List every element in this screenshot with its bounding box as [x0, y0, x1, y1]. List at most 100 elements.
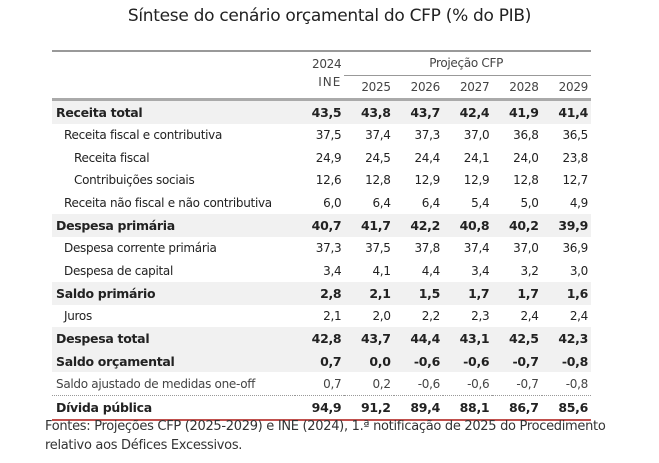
row-label: Saldo orçamental [52, 349, 295, 373]
row-value: 89,4 [393, 395, 443, 421]
row-value: 23,8 [562, 150, 588, 165]
row-value: 6,4 [421, 195, 440, 210]
row-value: 94,9 [295, 395, 345, 421]
row-label: Despesa de capital [64, 263, 174, 278]
row-value: -0,8 [541, 349, 591, 373]
table-row: Saldo ajustado de medidas one-off 0,7 0,2-… [52, 372, 591, 396]
row-value: 42,2 [393, 214, 443, 237]
row-label: Receita não fiscal e não contributiva [64, 195, 272, 210]
row-value: 40,2 [492, 214, 542, 237]
row-value: 2,4 [520, 308, 539, 323]
table-row: Despesa primária 40,7 41,7 42,2 40,8 40,2 39,9 [52, 214, 591, 237]
header-year: 2025 [344, 75, 394, 102]
row-value: -0,6 [442, 349, 493, 373]
row-value: 37,0 [463, 128, 490, 143]
row-label: Receita total [52, 99, 295, 124]
header-year: 2028 [492, 75, 542, 102]
row-value: 39,9 [541, 214, 591, 237]
row-value: 37,0 [513, 241, 539, 256]
table-row: Saldo orçamental 0,7 0,0 -0,6 -0,6 -0,7 -0,8 [52, 349, 591, 373]
row-label: Juros [64, 308, 92, 323]
row-value: -0,6 [393, 349, 443, 373]
header-row-2: INE 2025 2026 2027 2028 2029 [52, 75, 591, 102]
row-value: 1,6 [541, 281, 591, 305]
title-main: Síntese do cenário orçamental do CFP [127, 6, 441, 26]
row-value: 40,7 [295, 214, 345, 237]
row-value: 1,7 [442, 281, 493, 305]
row-value: 2,1 [323, 308, 342, 323]
row-value: 40,8 [442, 214, 493, 237]
row-value: 0,0 [344, 349, 394, 373]
row-value: 24,5 [365, 150, 391, 165]
row-value: 6,0 [323, 195, 342, 210]
source-note: Fontes: Projeções CFP (2025-2029) e INE … [45, 419, 606, 453]
row-value: 91,2 [344, 395, 394, 421]
row-value: 4,1 [372, 263, 391, 278]
row-label: Despesa primária [52, 214, 295, 237]
row-value: 37,4 [463, 241, 490, 256]
row-value: -0,6 [442, 372, 493, 396]
row-label: Receita fiscal e contributiva [64, 128, 223, 143]
row-value: 43,7 [344, 327, 394, 350]
row-label: Contribuições sociais [74, 173, 195, 188]
row-value: 3,4 [323, 263, 342, 278]
row-value: 42,3 [541, 327, 591, 350]
row-value: 12,6 [315, 173, 342, 188]
table-row: Despesa total 42,8 43,7 44,4 43,1 42,5 42,3 [52, 327, 591, 350]
row-value: 1,7 [492, 281, 542, 305]
table-row: Dívida pública 94,9 91,2 89,4 88,1 86,7 85,6 [52, 395, 591, 421]
row-value: 43,1 [442, 327, 493, 350]
row-value: 12,8 [365, 173, 391, 188]
row-value: 5,4 [471, 195, 490, 210]
row-value: 42,8 [295, 327, 345, 350]
row-value: -0,7 [492, 349, 542, 373]
row-value: 6,4 [372, 195, 391, 210]
row-label: Receita fiscal [74, 150, 150, 165]
header-year: 2027 [442, 75, 493, 102]
row-label: Dívida pública [52, 395, 295, 421]
row-label: Saldo ajustado de medidas one-off [52, 372, 295, 396]
row-label: Saldo primário [52, 281, 295, 305]
title-unit: (% do PIB) [445, 6, 532, 26]
row-value: 43,5 [295, 99, 345, 124]
header-ine: INE [295, 75, 345, 102]
header-2024: 2024 [295, 49, 345, 76]
row-value: 24,1 [463, 150, 490, 165]
row-value: 12,9 [463, 173, 490, 188]
row-value: 12,7 [562, 173, 588, 188]
header-row-1: 2024 Projeção CFP [52, 49, 591, 76]
row-value: 3,4 [471, 263, 490, 278]
row-value: 43,7 [393, 99, 443, 124]
row-value: 0,7 [295, 372, 345, 396]
table-row: Receita não fiscal e não contributiva 6,0… [52, 192, 591, 215]
row-value: 41,7 [344, 214, 394, 237]
row-value: 85,6 [541, 395, 591, 421]
row-value: -0,6 [393, 372, 443, 396]
row-value: 41,4 [541, 99, 591, 124]
row-value: 24,4 [414, 150, 440, 165]
row-value: 0,2 [344, 372, 394, 396]
table-row: Despesa corrente primária 37,3 37,5 37,8 37,… [52, 237, 591, 260]
row-value: 37,4 [365, 128, 391, 143]
header-year: 2029 [541, 75, 591, 102]
row-value: 12,8 [513, 173, 539, 188]
row-value: 42,4 [442, 99, 493, 124]
row-value: 36,5 [562, 128, 588, 143]
row-value: 2,0 [372, 308, 391, 323]
table-row: Receita fiscal 24,9 24,5 24,4 24,1 24,0 23,8 [52, 146, 591, 169]
row-value: 3,2 [520, 263, 539, 278]
table-row: Contribuições sociais 12,6 12,8 12,9 12,9 12,… [52, 169, 591, 192]
row-value: 37,3 [315, 241, 342, 256]
row-value: 2,1 [344, 281, 394, 305]
row-value: 42,5 [492, 327, 542, 350]
row-value: 5,0 [520, 195, 539, 210]
row-value: 44,4 [393, 327, 443, 350]
row-value: 0,7 [295, 349, 345, 373]
row-value: 24,9 [315, 150, 342, 165]
table-row: Receita total 43,5 43,8 43,7 42,4 41,9 41,4 [52, 99, 591, 124]
row-value: 37,3 [414, 128, 440, 143]
table-row: Receita fiscal e contributiva 37,5 37,4 37,… [52, 124, 591, 147]
row-value: 2,2 [421, 308, 440, 323]
row-value: 41,9 [492, 99, 542, 124]
row-value: 36,8 [513, 128, 539, 143]
